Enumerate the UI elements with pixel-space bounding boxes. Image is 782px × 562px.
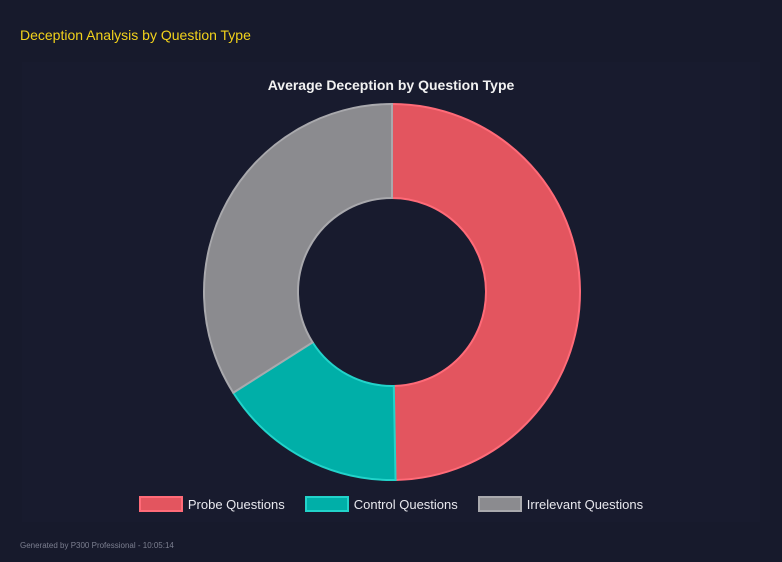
legend-label: Probe Questions <box>187 496 285 512</box>
legend: Probe Questions Control Questions Irrele… <box>0 496 782 512</box>
legend-swatch <box>304 496 349 512</box>
chart-title: Average Deception by Question Type <box>267 77 515 93</box>
slice-irrelevant-questions[interactable] <box>203 102 393 395</box>
slice-control-questions[interactable] <box>231 340 397 481</box>
legend-item-control[interactable]: Control Questions <box>304 496 458 512</box>
legend-label: Irrelevant Questions <box>526 496 644 512</box>
legend-swatch <box>477 496 522 512</box>
legend-swatch <box>138 496 183 512</box>
legend-item-probe[interactable]: Probe Questions <box>138 496 285 512</box>
legend-item-irrelevant[interactable]: Irrelevant Questions <box>477 496 644 512</box>
page-title: Deception Analysis by Question Type <box>20 27 251 43</box>
legend-label: Control Questions <box>353 496 458 512</box>
footer-text: Generated by P300 Professional - 10:05:1… <box>20 541 174 550</box>
slice-probe-questions[interactable] <box>391 102 582 481</box>
